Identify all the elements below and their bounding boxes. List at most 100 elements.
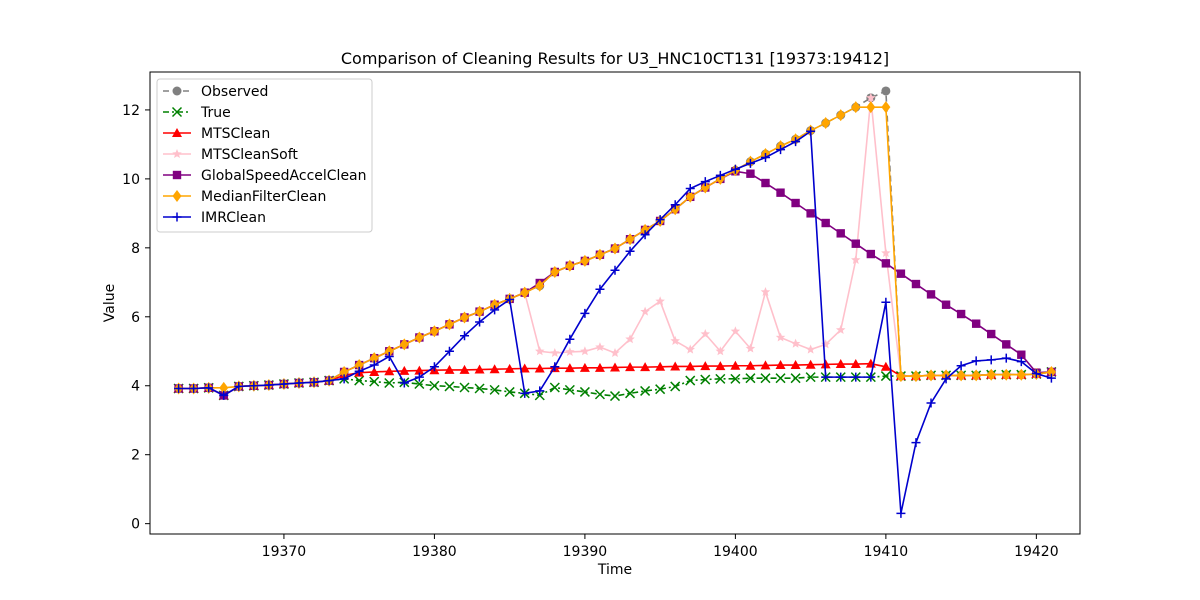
- data-point-medianfilterclean: [369, 352, 379, 365]
- data-point-imrclean: [339, 374, 349, 384]
- data-point-mtscleansoft: [835, 324, 846, 334]
- legend-entry-mtsclean: MTSClean: [163, 126, 270, 142]
- data-point-imrclean: [745, 158, 755, 168]
- data-point-imrclean: [640, 230, 650, 240]
- data-point-imrclean: [700, 177, 710, 187]
- legend-marker: [172, 212, 182, 222]
- data-point-globalspeedaccelclean: [806, 209, 815, 218]
- legend-marker: [172, 128, 182, 137]
- data-point-imrclean: [414, 372, 424, 382]
- data-point-imrclean: [986, 355, 996, 365]
- legend-label: True: [200, 105, 231, 121]
- data-point-medianfilterclean: [1001, 368, 1011, 381]
- data-point-mtscleansoft: [730, 326, 741, 336]
- data-point-mtsclean: [594, 362, 605, 372]
- x-axis: 19370 19380 19390 19400 19410 19420: [262, 534, 1059, 560]
- data-point-imrclean: [776, 145, 786, 155]
- data-point-true: [354, 375, 365, 386]
- data-point-mtscleansoft: [610, 347, 620, 358]
- data-point-imrclean: [956, 361, 966, 371]
- data-point-mtsclean: [820, 359, 831, 369]
- data-point-mtscleansoft: [580, 346, 590, 356]
- data-point-imrclean: [760, 153, 770, 163]
- data-point-true: [805, 372, 816, 383]
- data-point-true: [564, 384, 575, 395]
- legend-entry-true: True: [163, 105, 231, 121]
- data-point-imrclean: [189, 384, 199, 394]
- data-point-imrclean: [535, 386, 545, 396]
- data-point-medianfilterclean: [535, 279, 545, 292]
- data-point-globalspeedaccelclean: [761, 178, 770, 188]
- data-point-true: [670, 381, 681, 392]
- data-point-mtscleansoft: [595, 342, 605, 352]
- data-point-imrclean: [565, 334, 575, 344]
- data-point-medianfilterclean: [986, 368, 996, 381]
- data-point-imrclean: [730, 164, 740, 174]
- data-point-mtscleansoft: [655, 296, 665, 306]
- x-tick-label: 19380: [412, 544, 457, 560]
- data-point-mtscleansoft: [866, 92, 876, 102]
- legend-marker: [172, 86, 182, 96]
- data-point-globalspeedaccelclean: [866, 249, 876, 259]
- data-point-mtscleansoft: [550, 347, 560, 358]
- data-point-mtsclean: [850, 359, 861, 369]
- y-tick-label: 12: [122, 103, 140, 119]
- y-tick-label: 4: [131, 379, 140, 395]
- data-point-mtscleansoft: [685, 344, 695, 354]
- data-point-mtscleansoft: [700, 329, 711, 339]
- y-axis-label: Value: [102, 284, 118, 322]
- data-point-mtscleansoft: [565, 346, 575, 356]
- data-point-mtsclean: [670, 361, 681, 371]
- data-point-mtscleansoft: [715, 346, 726, 356]
- data-point-globalspeedaccelclean: [956, 309, 966, 319]
- data-point-imrclean: [851, 372, 861, 382]
- data-point-mtsclean: [369, 366, 380, 376]
- data-point-true: [685, 375, 696, 386]
- legend-entry-mtscleansoft: MTSCleanSoft: [163, 147, 298, 163]
- y-tick-label: 2: [131, 448, 140, 464]
- data-point-imrclean: [294, 378, 304, 388]
- legend-label: MTSClean: [201, 126, 270, 142]
- data-point-mtscleansoft: [640, 306, 650, 316]
- x-tick-label: 19400: [713, 544, 758, 560]
- data-point-true: [880, 371, 891, 382]
- data-point-imrclean: [595, 284, 605, 294]
- data-point-globalspeedaccelclean: [971, 319, 981, 328]
- data-point-medianfilterclean: [354, 359, 364, 372]
- data-point-medianfilterclean: [700, 181, 710, 194]
- data-point-mtsclean: [610, 362, 620, 372]
- data-point-medianfilterclean: [956, 369, 966, 382]
- legend-entry-imrclean: IMRClean: [163, 210, 266, 226]
- legend-label: GlobalSpeedAccelClean: [201, 168, 367, 184]
- data-point-mtsclean: [760, 360, 771, 370]
- data-point-medianfilterclean: [384, 345, 394, 358]
- data-point-globalspeedaccelclean: [987, 329, 996, 339]
- data-point-medianfilterclean: [896, 370, 906, 383]
- data-point-imrclean: [911, 438, 921, 448]
- data-point-medianfilterclean: [460, 311, 470, 324]
- data-point-mtscleansoft: [535, 346, 545, 356]
- data-point-imrclean: [550, 362, 560, 372]
- data-point-true: [414, 378, 425, 390]
- data-point-mtsclean: [775, 360, 786, 370]
- data-point-imrclean: [460, 331, 470, 341]
- data-point-globalspeedaccelclean: [746, 169, 755, 178]
- data-point-imrclean: [625, 246, 635, 256]
- data-point-medianfilterclean: [866, 101, 876, 114]
- y-tick-label: 10: [122, 172, 140, 188]
- data-point-mtsclean: [579, 362, 590, 372]
- legend-marker: [172, 149, 182, 159]
- data-point-true: [369, 376, 380, 387]
- data-point-mtsclean: [399, 365, 410, 375]
- data-point-imrclean: [806, 126, 816, 136]
- legend-entry-globalspeedaccelclean: GlobalSpeedAccelClean: [163, 168, 367, 184]
- data-point-medianfilterclean: [851, 101, 861, 114]
- data-point-mtscleansoft: [805, 344, 816, 354]
- data-point-medianfilterclean: [550, 265, 560, 278]
- legend-label: Observed: [201, 84, 268, 100]
- data-point-globalspeedaccelclean: [911, 279, 921, 289]
- data-point-globalspeedaccelclean: [776, 188, 785, 197]
- data-point-true: [700, 374, 711, 385]
- data-point-mtsclean: [414, 365, 425, 375]
